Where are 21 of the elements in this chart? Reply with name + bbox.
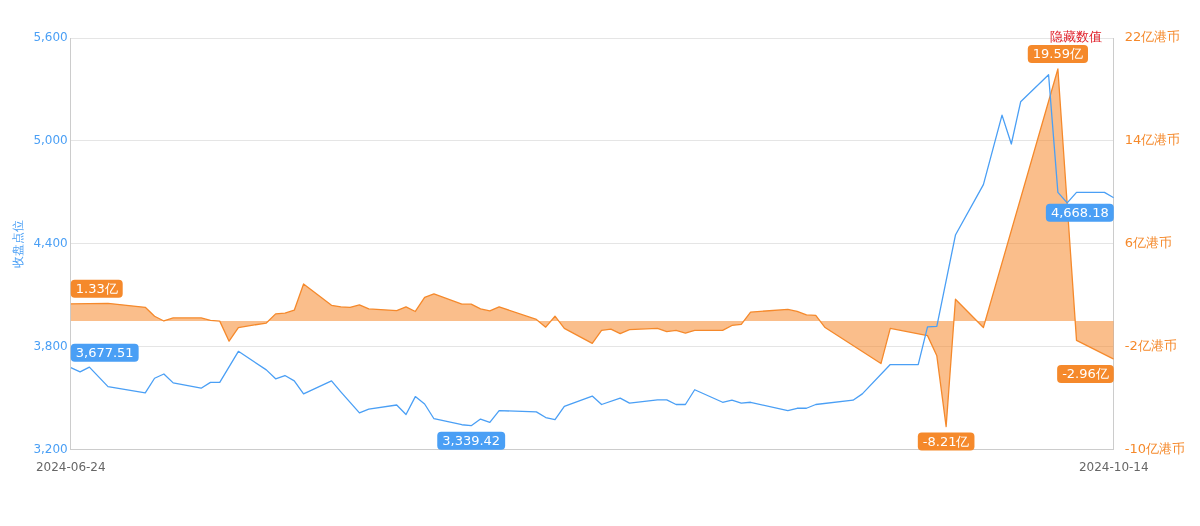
y2-tick-label: 6亿港币 bbox=[1124, 235, 1173, 251]
y-tick-label: 3,800 bbox=[33, 338, 68, 353]
data-label: 3,677.51 bbox=[75, 345, 134, 361]
annotation: 隐藏数值 bbox=[1050, 28, 1102, 46]
data-label: 19.59亿 bbox=[1032, 46, 1083, 62]
data-label: -2.96亿 bbox=[1062, 366, 1109, 382]
y-tick-label: 4,400 bbox=[33, 235, 68, 250]
y2-tick-label: -10亿港币 bbox=[1124, 440, 1185, 456]
data-label: 4,668.18 bbox=[1050, 205, 1109, 221]
y-tick-label: 3,200 bbox=[33, 441, 68, 456]
y2-tick-label: 14亿港币 bbox=[1124, 132, 1181, 148]
y-tick-label: 5,000 bbox=[33, 133, 68, 148]
y-axis-title: 收盘点位 bbox=[11, 219, 26, 268]
data-label: -8.21亿 bbox=[922, 433, 970, 449]
y2-tick-label: 22亿港币 bbox=[1124, 29, 1181, 45]
x-tick-label: 2024-06-24 bbox=[35, 459, 106, 474]
y2-tick-label: -2亿港币 bbox=[1124, 338, 1177, 354]
x-tick-label: 2024-10-14 bbox=[1078, 459, 1149, 474]
y-tick-label: 5,600 bbox=[33, 30, 68, 45]
data-label: 3,339.42 bbox=[442, 433, 501, 449]
data-label: 1.33亿 bbox=[75, 281, 118, 297]
